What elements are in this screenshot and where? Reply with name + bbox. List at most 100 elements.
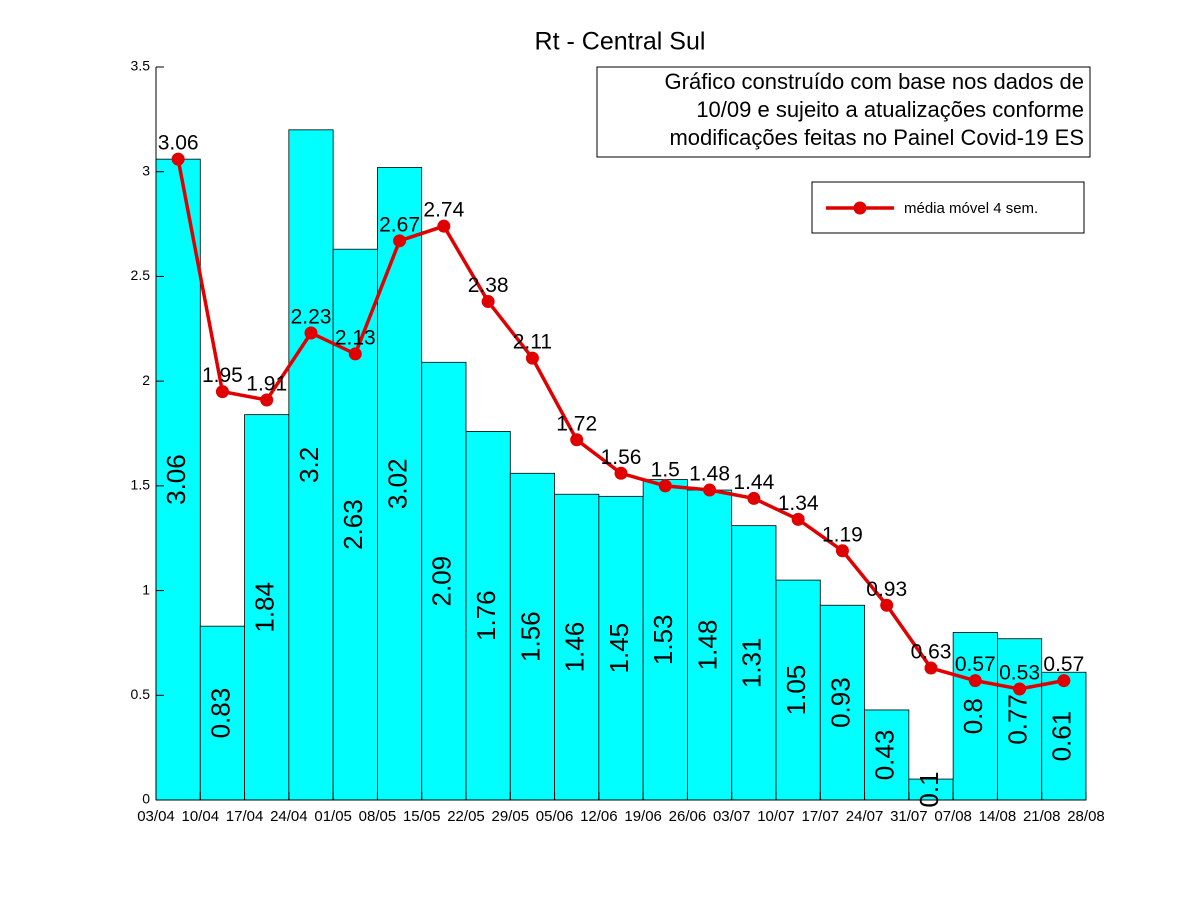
annotation-box <box>596 66 1091 158</box>
x-tick-label: 28/08 <box>1067 808 1105 825</box>
bar <box>554 493 600 801</box>
bar-label: 1.84 <box>250 582 280 633</box>
bar <box>155 158 201 801</box>
line-point <box>835 544 849 558</box>
bar-label: 1.31 <box>737 638 767 689</box>
bar <box>465 431 511 801</box>
x-tick-label: 31/07 <box>890 808 928 825</box>
x-tick-label: 03/04 <box>137 808 175 825</box>
line-label: 1.19 <box>822 523 863 546</box>
x-tick-label: 26/06 <box>669 808 707 825</box>
x-tick-label: 03/07 <box>713 808 751 825</box>
line-label: 1.95 <box>202 364 243 387</box>
bar <box>421 361 467 801</box>
line-point <box>924 661 938 675</box>
bar-label: 0.43 <box>870 730 900 781</box>
bar-label: 3.06 <box>161 454 191 505</box>
line-point <box>260 393 274 407</box>
bar-label: 1.45 <box>604 623 634 674</box>
bar-label: 0.93 <box>825 677 855 728</box>
line-label: 1.34 <box>778 492 819 515</box>
line-point <box>703 483 717 497</box>
y-tick-label: 2.5 <box>131 267 151 283</box>
bar-label: 3.02 <box>382 458 412 509</box>
line-label: 0.93 <box>866 578 907 601</box>
line-point <box>968 674 982 688</box>
line-point <box>481 295 495 309</box>
x-tick-label: 07/08 <box>934 808 972 825</box>
line-label: 0.57 <box>1043 653 1084 676</box>
line-point <box>747 491 761 505</box>
line-point <box>304 326 318 340</box>
line-label: 2.11 <box>513 331 552 354</box>
line-label: 1.44 <box>733 471 774 494</box>
bar <box>819 604 865 801</box>
x-tick-label: 29/05 <box>492 808 530 825</box>
line-label: 1.5 <box>651 458 680 481</box>
bar-label: 2.63 <box>338 499 368 550</box>
bar-label: 1.53 <box>648 614 678 665</box>
x-tick-label: 24/04 <box>270 808 308 825</box>
line-point <box>1057 674 1071 688</box>
y-tick-label: 0 <box>142 791 150 807</box>
y-tick-label: 2 <box>142 372 150 388</box>
line-point <box>171 152 185 166</box>
line-point <box>570 433 584 447</box>
x-tick-label: 08/05 <box>359 808 397 825</box>
bar-label: 0.83 <box>205 688 235 739</box>
bar <box>775 579 821 801</box>
annotation: 10/09 e sujeito a atualizações conforme <box>696 97 1084 122</box>
x-tick-label: 01/05 <box>314 808 352 825</box>
bar <box>244 414 290 801</box>
line-point <box>1013 682 1027 696</box>
x-tick-label: 05/06 <box>536 808 574 825</box>
line-label: 0.63 <box>911 641 952 664</box>
x-tick-label: 15/05 <box>403 808 441 825</box>
line-label: 1.91 <box>246 373 287 396</box>
annotation: Gráfico construído com base nos dados de <box>665 69 1084 94</box>
line-label: 1.72 <box>556 412 597 435</box>
line-label: 2.23 <box>291 306 332 329</box>
line-label: 3.06 <box>158 132 199 155</box>
bar <box>687 489 733 801</box>
line-point <box>215 385 229 399</box>
bar <box>288 129 334 801</box>
line-point <box>348 347 362 361</box>
bar-label: 1.46 <box>560 622 590 673</box>
x-tick-label: 19/06 <box>624 808 662 825</box>
line-label: 2.38 <box>468 274 509 297</box>
bar-label: 0.77 <box>1002 694 1032 745</box>
line-point <box>393 234 407 248</box>
y-tick-label: 3 <box>142 162 150 178</box>
x-tick-label: 10/07 <box>757 808 795 825</box>
x-tick-label: 14/08 <box>979 808 1017 825</box>
line-label: 2.13 <box>335 326 376 349</box>
annotation: modificações feitas no Painel Covid-19 E… <box>669 125 1084 150</box>
x-tick-label: 12/06 <box>580 808 618 825</box>
bar <box>199 625 245 801</box>
x-tick-label: 17/07 <box>802 808 840 825</box>
bar <box>642 479 688 801</box>
bar <box>864 709 910 801</box>
bar-label: 1.76 <box>471 590 501 641</box>
y-tick-label: 0.5 <box>131 686 151 702</box>
legend-label: média móvel 4 sem. <box>904 200 1038 217</box>
bar-label: 1.56 <box>515 611 545 662</box>
y-tick-label: 3.5 <box>131 58 151 74</box>
bar-label: 1.48 <box>692 620 722 671</box>
x-tick-label: 24/07 <box>846 808 884 825</box>
bar <box>731 525 777 801</box>
y-tick-label: 1.5 <box>131 477 151 493</box>
bar-label: 2.09 <box>427 556 457 607</box>
line-label: 0.57 <box>955 653 996 676</box>
bar-label: 3.2 <box>294 447 324 483</box>
line-label: 0.53 <box>999 662 1040 685</box>
x-tick-label: 22/05 <box>447 808 485 825</box>
bar <box>509 472 555 801</box>
line-label: 2.74 <box>423 199 464 222</box>
line-point <box>614 466 628 480</box>
bar-label: 0.61 <box>1047 711 1077 762</box>
bar <box>1041 671 1087 801</box>
y-tick-label: 1 <box>142 581 150 597</box>
line-label: 1.48 <box>689 463 730 486</box>
